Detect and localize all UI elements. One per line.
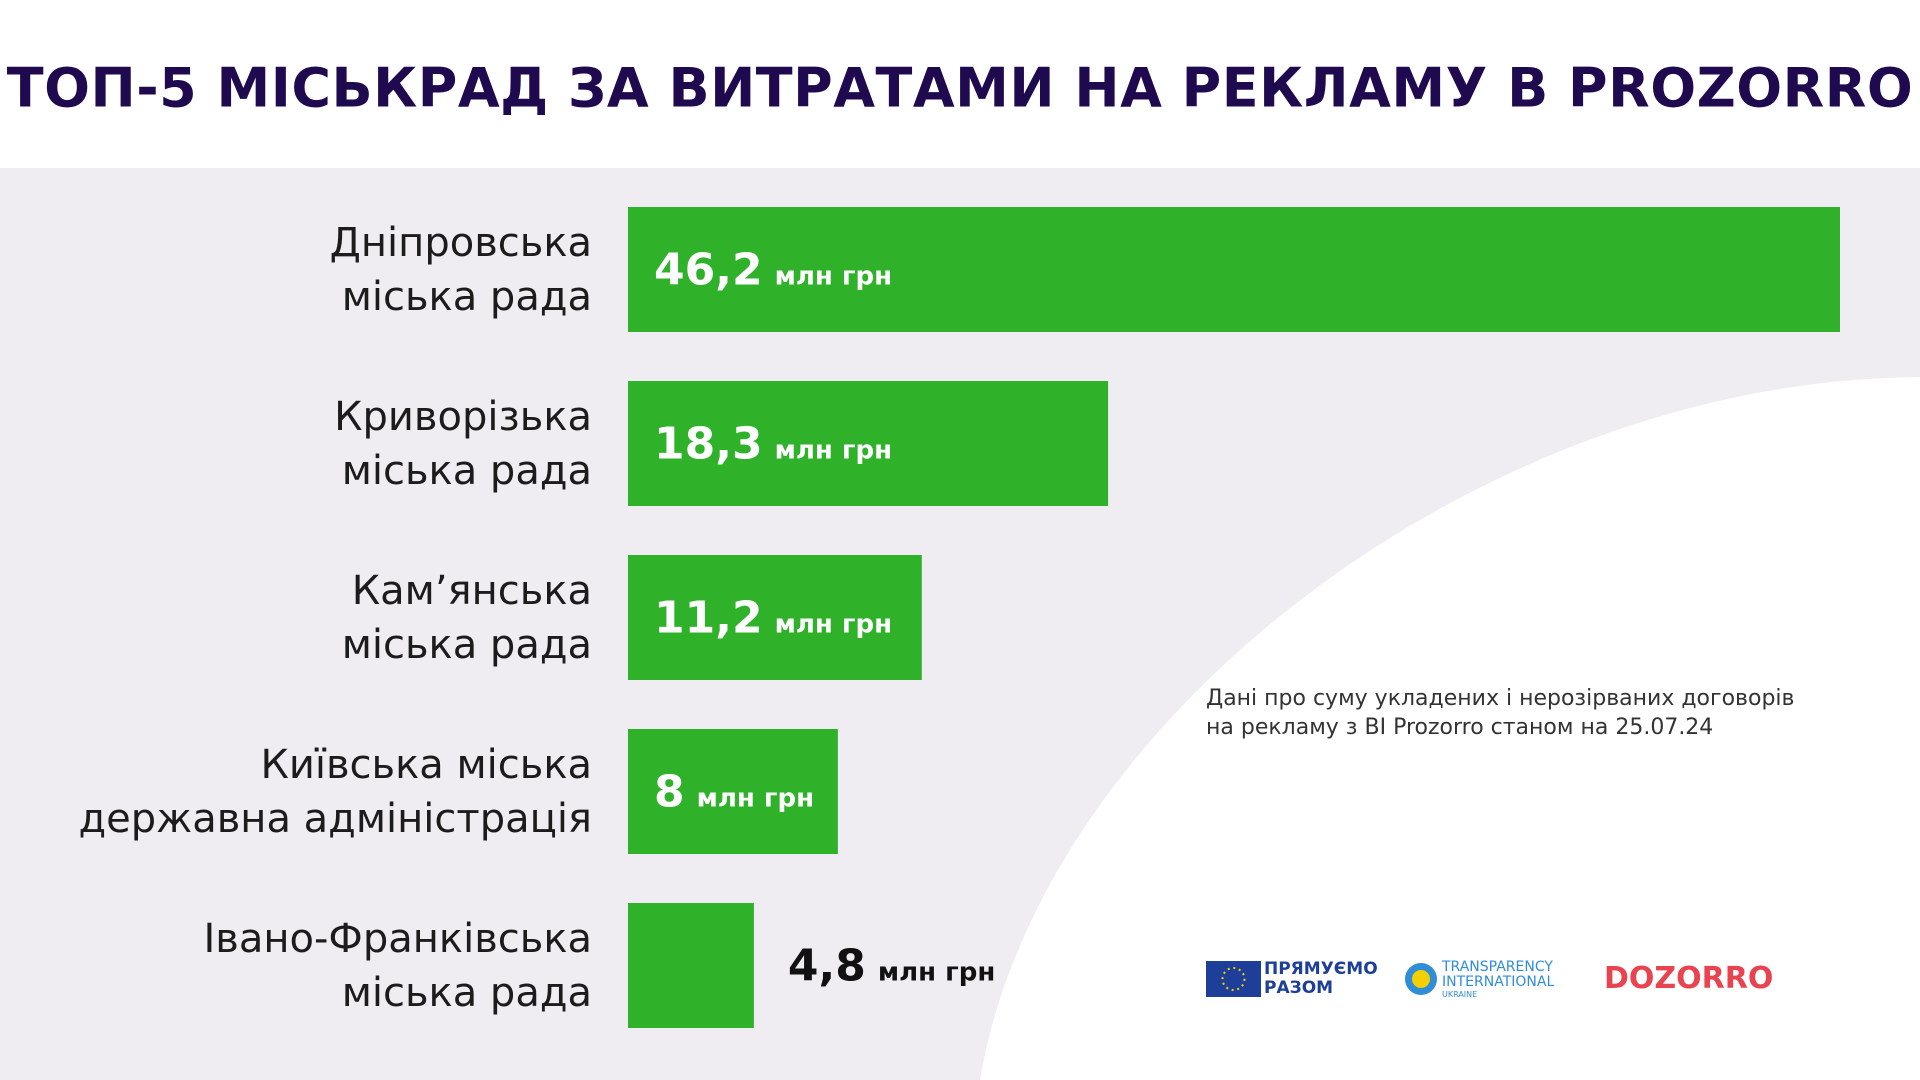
value-number: 11,2 xyxy=(654,592,763,643)
ti-icon-inner xyxy=(1412,970,1430,988)
value-label: 46,2 млн грн xyxy=(654,244,892,295)
value-label: 18,3 млн грн xyxy=(654,418,892,469)
category-label: Івано-Франківська міська рада xyxy=(203,915,592,1016)
ti-logo-text: TRANSPARENCY INTERNATIONAL xyxy=(1442,959,1555,990)
value-unit: млн грн xyxy=(877,957,996,987)
dozorro-logo: DOZORRO xyxy=(1604,961,1774,996)
ti-logo-sub: UKRAINE xyxy=(1442,990,1478,999)
bar xyxy=(628,207,1840,332)
chart-title: ТОП-5 МІСЬКРАД ЗА ВИТРАТАМИ НА РЕКЛАМУ В… xyxy=(6,56,1914,120)
bar xyxy=(628,381,1109,506)
value-number: 8 xyxy=(654,766,685,817)
value-number: 18,3 xyxy=(654,418,763,469)
category-label: Київська міська державна адміністрація xyxy=(78,741,592,842)
decor-curve xyxy=(980,377,1920,1080)
bar xyxy=(628,729,838,854)
category-label: Кам’янська міська рада xyxy=(341,567,592,668)
value-unit: млн грн xyxy=(696,783,815,813)
category-label: Дніпровська міська рада xyxy=(329,219,592,320)
bar xyxy=(628,555,922,680)
value-label: 4,8 млн грн xyxy=(788,940,995,991)
category-label: Криворізька міська рада xyxy=(334,393,592,494)
bar xyxy=(628,903,754,1028)
value-label: 11,2 млн грн xyxy=(654,592,892,643)
eu-stars xyxy=(1221,967,1246,991)
eu-flag xyxy=(1206,961,1261,997)
value-unit: млн грн xyxy=(774,261,893,291)
value-number: 46,2 xyxy=(654,244,763,295)
value-unit: млн грн xyxy=(774,435,893,465)
source-note: Дані про суму укладених і нерозірваних д… xyxy=(1206,686,1795,740)
value-unit: млн грн xyxy=(774,609,893,639)
value-number: 4,8 xyxy=(787,940,866,991)
eu-logo-text: ПРЯМУЄМО РАЗОМ xyxy=(1264,959,1378,998)
value-label: 8 млн грн xyxy=(654,766,814,817)
